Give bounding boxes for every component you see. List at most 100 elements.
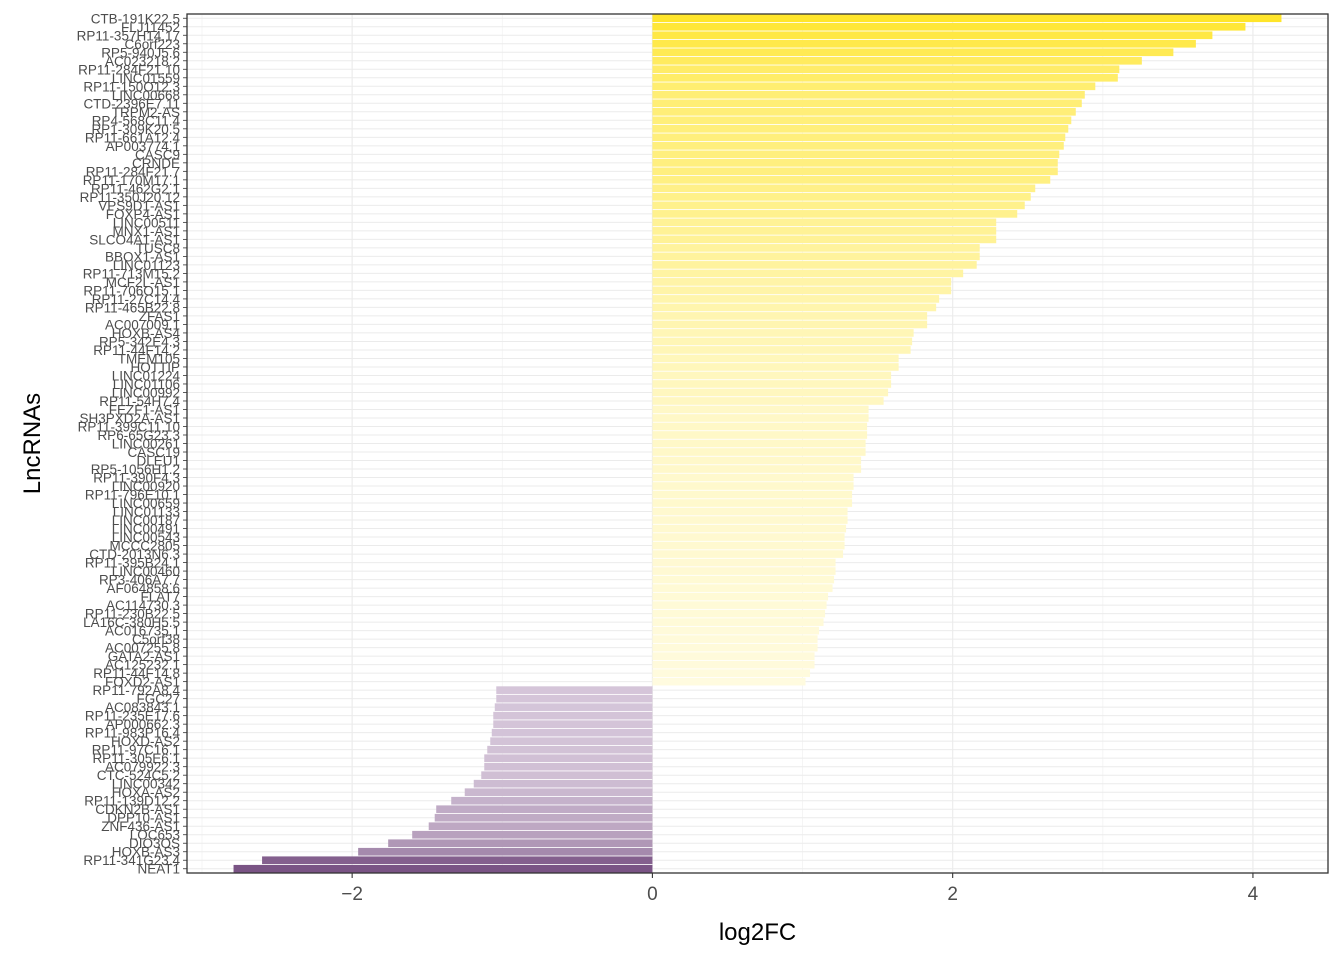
bar: [652, 31, 1213, 40]
bar: [652, 405, 869, 414]
bar: [652, 465, 862, 473]
y-tick-label: FGC27: [136, 692, 180, 707]
bar: [487, 745, 653, 754]
y-tick-label: RP4-568C11.4: [92, 113, 181, 128]
bar: [652, 286, 952, 295]
y-tick-label: RP11-139D12.2: [84, 794, 180, 809]
bar: [233, 864, 653, 873]
y-tick-label: RP11-44F14.2: [93, 343, 180, 358]
y-tick-label: RP6-65G23.3: [97, 428, 180, 443]
y-tick-label: LINC00491: [112, 522, 180, 537]
y-tick-label: DPP10-AS1: [107, 811, 180, 826]
y-tick-label: AC083843.1: [105, 700, 180, 715]
bar: [652, 456, 862, 465]
y-tick-label: RP11-661A12.4: [85, 130, 181, 145]
y-tick-label: RP11-983P16.4: [85, 726, 181, 741]
bar: [434, 813, 653, 822]
bar: [652, 176, 1051, 184]
y-tick-label: FEZF1-AS1: [109, 402, 180, 417]
bar: [652, 499, 853, 507]
y-tick-label: AC125232.1: [105, 658, 180, 673]
bar: [652, 295, 940, 303]
y-tick-label: LINC00187: [112, 513, 180, 528]
bar: [652, 252, 980, 261]
x-tick-label: 4: [1248, 884, 1259, 905]
bar: [496, 694, 653, 703]
bar: [484, 762, 653, 771]
bar: [652, 312, 928, 320]
bar: [652, 116, 1072, 125]
y-tick-label: HOXD-AS2: [111, 734, 180, 749]
bar: [388, 839, 653, 848]
bar: [652, 558, 836, 567]
y-tick-label: AF064858.6: [106, 581, 180, 596]
bar: [652, 244, 980, 252]
bar: [490, 737, 653, 746]
y-tick-label: RP11-230B22.5: [85, 607, 180, 622]
y-tick-label: BBOX1-AS1: [105, 249, 180, 264]
y-tick-label: LINC01106: [113, 377, 180, 392]
bar: [652, 422, 868, 431]
bar: [451, 796, 653, 805]
y-tick-label: DIO3OS: [129, 836, 180, 851]
y-tick-label: TRPM2-AS: [112, 105, 180, 120]
bar: [652, 575, 835, 584]
bar: [652, 669, 811, 677]
y-tick-label: RP11-284F21.10: [78, 62, 180, 77]
bar: [652, 533, 845, 541]
y-tick-label: RP11-395B24.1: [85, 556, 180, 571]
bar: [652, 363, 899, 371]
y-tick-label: RP11-462G2.1: [91, 181, 180, 196]
y-tick-label: RP11-341G23.4: [83, 853, 180, 868]
y-tick-label: AC079922.3: [105, 760, 180, 775]
y-tick-label: MCF2L-AS1: [106, 275, 180, 290]
y-tick-label: CRNDE: [132, 156, 180, 171]
bar: [652, 73, 1118, 82]
bar: [652, 609, 826, 618]
y-tick-label: RP1-309K20.5: [91, 122, 180, 137]
bar: [652, 227, 997, 235]
y-tick-label: LINC01133: [113, 505, 180, 520]
bar: [652, 337, 913, 346]
bar: [428, 822, 653, 831]
y-tick-label: LINC00460: [112, 564, 180, 579]
y-tick-label: LINC00920: [112, 479, 180, 494]
y-tick-label: RP5-342E4.3: [99, 334, 180, 349]
bar: [652, 643, 818, 652]
y-tick-label: AC114730.3: [106, 598, 180, 613]
y-tick-label: RP5-940J5.6: [101, 45, 180, 60]
bar: [491, 728, 653, 737]
bar: [652, 550, 844, 558]
y-tick-label: RP11-706O15.1: [83, 283, 180, 298]
y-tick-label: C5orf38: [132, 632, 180, 647]
bar: [652, 524, 847, 533]
y-tick-label: HOTTIP: [131, 360, 181, 375]
y-tick-label: CTC-524C5.2: [97, 768, 180, 783]
x-tick-label: 2: [947, 884, 958, 905]
y-tick-label: RP3-406A7.7: [99, 573, 180, 588]
bar: [652, 22, 1246, 31]
y-tick-label: RP11-713M15.2: [83, 266, 180, 281]
bar: [358, 847, 653, 856]
bar: [652, 584, 833, 592]
y-tick-label: LINC00668: [112, 88, 180, 103]
y-tick-label: FLJ11452: [121, 20, 180, 35]
y-tick-label: FOXP4-AS1: [106, 207, 180, 222]
bar: [652, 626, 820, 635]
bar: [652, 39, 1196, 48]
x-tick-label: 0: [647, 884, 658, 905]
bar: [412, 830, 653, 839]
bar: [481, 771, 653, 780]
y-tick-label: RP11-390F4.3: [93, 471, 180, 486]
y-tick-label: C6orf223: [124, 37, 180, 52]
y-tick-label: AC007255.8: [105, 641, 180, 656]
y-tick-label: CTB-191K22.5: [91, 11, 180, 26]
y-tick-label: FLAT7: [140, 590, 180, 605]
bar: [652, 303, 937, 312]
bar: [652, 567, 836, 575]
y-tick-label: RP11-350J20.12: [80, 190, 180, 205]
bar: [652, 329, 914, 337]
bar: [652, 167, 1058, 176]
x-tick-label: −2: [341, 884, 363, 905]
y-tick-label: RP11-54H7.4: [99, 394, 180, 409]
